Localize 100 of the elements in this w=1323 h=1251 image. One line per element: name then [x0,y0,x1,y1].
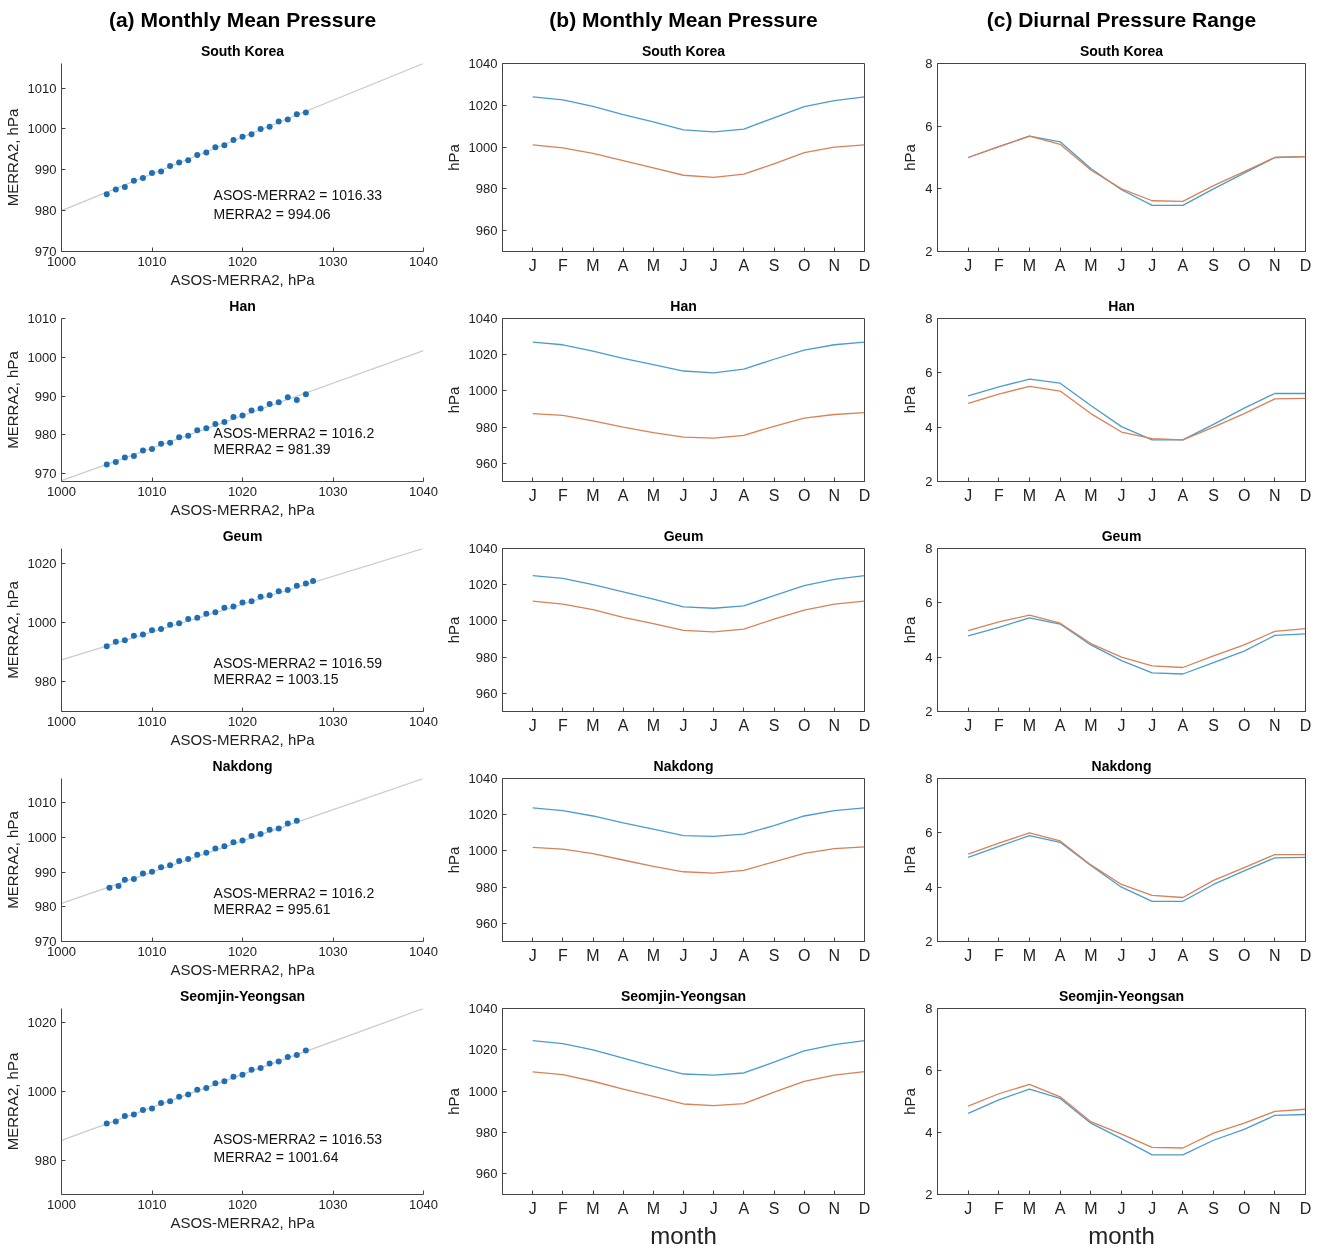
y-tick-label: 1000 [27,349,57,365]
chart-title: Nakdong [653,757,714,774]
point [212,609,219,616]
point [167,1098,174,1105]
point [130,876,137,883]
x-tick-label: N [828,486,841,504]
point [239,412,246,419]
point [203,149,210,156]
y-tick-label: 980 [475,1125,498,1140]
point [230,136,237,143]
chart-title: (a) Monthly Mean Pressure [108,7,377,31]
x-tick-label: J [528,1199,537,1217]
y-tick-label: 980 [475,649,498,665]
point [121,183,128,190]
chart-subtitle: South Korea [1079,42,1164,59]
point [239,837,246,844]
line-series [532,807,865,838]
line-series [532,600,865,633]
point [293,111,300,118]
y-tick-label: 1000 [468,1083,498,1099]
y-tick-label: 1010 [27,311,57,326]
x-tick-label: D [1299,486,1312,504]
y-tick-label: 1010 [27,795,57,811]
point [185,855,192,862]
chart-title: Nakdong [212,757,273,774]
point [275,1058,282,1065]
x-tick-label: A [738,256,750,274]
x-tick-label: S [768,946,780,964]
y-tick-label: 2 [925,244,933,259]
y-tick-label: 970 [34,466,57,482]
x-tick-label: A [1054,486,1066,504]
x-tick-label: N [1269,1199,1281,1217]
point [203,849,210,856]
y-tick-label: 1000 [468,613,498,629]
y-tick-label: 1020 [468,97,498,113]
chart-title: Han [229,297,256,314]
x-tick-label: D [858,716,871,734]
x-axis-title: ASOS-MERRA2, hPa [170,500,316,518]
point [302,109,309,116]
x-tick-label: A [738,716,750,734]
y-tick-label: 1040 [468,311,498,326]
x-tick-label: A [1054,256,1066,274]
x-tick-label: A [1054,1199,1066,1217]
point [158,440,165,447]
point [257,831,264,837]
x-tick-label: J [1148,716,1157,734]
x-tick-label: J [1117,256,1126,274]
point [257,405,264,412]
point [293,397,300,403]
x-tick-label: D [858,1199,871,1217]
point [266,826,273,833]
x-tick-label: M [1084,716,1098,734]
x-tick-label: A [617,946,629,964]
point [284,116,291,123]
annotation: MERRA2 = 995.61 [213,900,331,917]
point [284,394,291,401]
point [194,152,201,159]
y-tick-label: 980 [475,181,498,197]
x-tick-label: J [1148,256,1157,274]
y-tick-label: 2 [925,704,933,719]
chart-title: Han [1108,297,1135,314]
x-tick-label: 1040 [409,1196,438,1212]
point [158,1099,165,1106]
y-axis-title: hPa [901,386,919,414]
point [149,170,155,177]
x-tick-label: M [1084,486,1098,504]
x-tick-label: 1020 [228,713,257,729]
x-tick-label: J [964,716,973,734]
point [158,168,165,175]
point [203,425,210,432]
point [158,626,165,633]
y-tick-label: 6 [925,825,933,841]
x-tick-label: A [617,256,629,274]
x-tick-label: J [528,256,537,274]
point [103,461,110,468]
x-tick-label: N [828,946,841,964]
chart-title: Seomjin-Yeongsan [620,987,747,1004]
point [284,1054,291,1061]
y-axis-title: MERRA2, hPa [3,108,21,207]
x-tick-label: J [709,946,718,964]
x-tick-label: J [964,256,973,274]
y-tick-label: 1020 [27,1014,57,1030]
line-series [967,1088,1306,1156]
y-axis-title: hPa [444,386,462,414]
x-tick-label: F [557,256,568,274]
x-tick-label: A [1177,1199,1189,1217]
x-tick-label: J [964,946,973,964]
point [266,123,273,130]
y-tick-label: 980 [475,879,498,895]
x-tick-label: A [1054,716,1066,734]
point [149,445,155,452]
x-tick-label: M [1022,716,1037,734]
y-tick-label: 8 [925,541,933,556]
x-tick-label: 1010 [137,253,167,269]
point [302,580,309,587]
x-tick-label: J [1148,1199,1157,1217]
x-tick-label: M [586,1199,600,1217]
point [230,839,237,846]
y-tick-label: 980 [34,674,57,690]
x-tick-label: M [646,256,660,274]
